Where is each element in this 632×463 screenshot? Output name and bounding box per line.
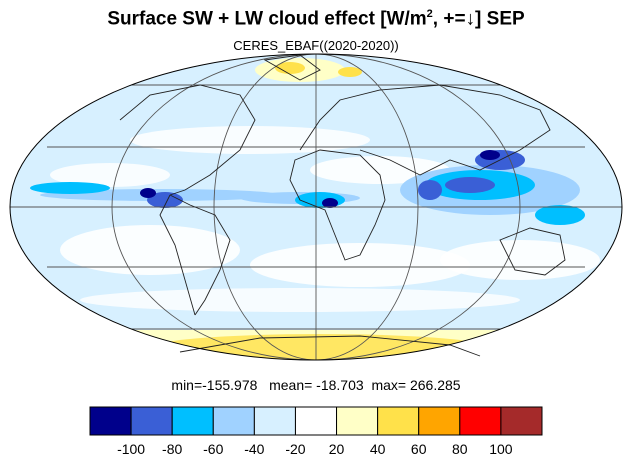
colorbar-swatch xyxy=(500,406,543,436)
graticule xyxy=(10,53,622,361)
coastline-eurasia xyxy=(299,84,551,176)
colorbar-tick-label: -100 xyxy=(117,441,146,457)
map-statistics: min=-155.978 mean= -18.703 max= 266.285 xyxy=(0,377,632,393)
field-patch xyxy=(250,243,470,287)
field-patch xyxy=(338,67,362,77)
stat-max: max= 266.285 xyxy=(371,377,461,393)
colorbar-swatch xyxy=(89,406,132,436)
globe-outline xyxy=(9,53,623,361)
colorbar-tick-label: -80 xyxy=(162,441,183,457)
colorbar-swatch xyxy=(294,406,338,436)
field-patch xyxy=(80,288,520,312)
colorbar-swatch xyxy=(459,406,502,436)
colorbar-swatch xyxy=(212,406,255,436)
field-patch xyxy=(480,150,500,160)
coastline-north-america xyxy=(119,84,256,196)
colorbar-tick-label: 60 xyxy=(410,441,427,457)
coastline-greenland xyxy=(263,54,321,81)
coastline-africa xyxy=(289,149,386,261)
field-patch xyxy=(440,240,600,280)
field-patch xyxy=(30,182,110,194)
coastline-south-america xyxy=(169,194,231,316)
field-patch xyxy=(322,198,338,208)
field-patch xyxy=(418,180,442,200)
colorbar-tick-label: -20 xyxy=(285,441,306,457)
colorbar-tick-label: 100 xyxy=(489,441,513,457)
field-patch xyxy=(140,188,156,198)
field-patch xyxy=(60,225,240,275)
stat-min: min=-155.978 xyxy=(171,377,258,393)
field-patch xyxy=(535,205,585,225)
colorbar-swatch xyxy=(336,406,379,436)
colorbar-tick-label: -40 xyxy=(244,441,265,457)
colorbar-swatch xyxy=(418,406,461,436)
colorbar-tick-label: 40 xyxy=(369,441,386,457)
colorbar-tick-label: -60 xyxy=(203,441,224,457)
stat-mean: mean= -18.703 xyxy=(269,377,364,393)
field-patch xyxy=(147,192,183,208)
coastlines xyxy=(119,54,566,357)
map-title: Surface SW + LW cloud effect [W/m2, +=↓]… xyxy=(107,8,525,30)
colorbar-swatch xyxy=(130,406,173,436)
coastline-australia xyxy=(499,227,566,276)
coastline-south-america-west xyxy=(159,194,196,316)
colorbar-swatch xyxy=(253,406,296,436)
field-patch xyxy=(445,177,495,193)
colorbar-swatch xyxy=(171,406,214,436)
colorbar-tick-label: 20 xyxy=(328,441,345,457)
coastline-antarctica xyxy=(179,335,481,357)
map-subtitle: CERES_EBAF((2020-2020)) xyxy=(233,38,399,53)
colorbar-swatch xyxy=(377,406,420,436)
field-patch xyxy=(50,163,170,187)
field-patch xyxy=(275,62,305,74)
colorbar-tick-label: 80 xyxy=(452,441,468,457)
